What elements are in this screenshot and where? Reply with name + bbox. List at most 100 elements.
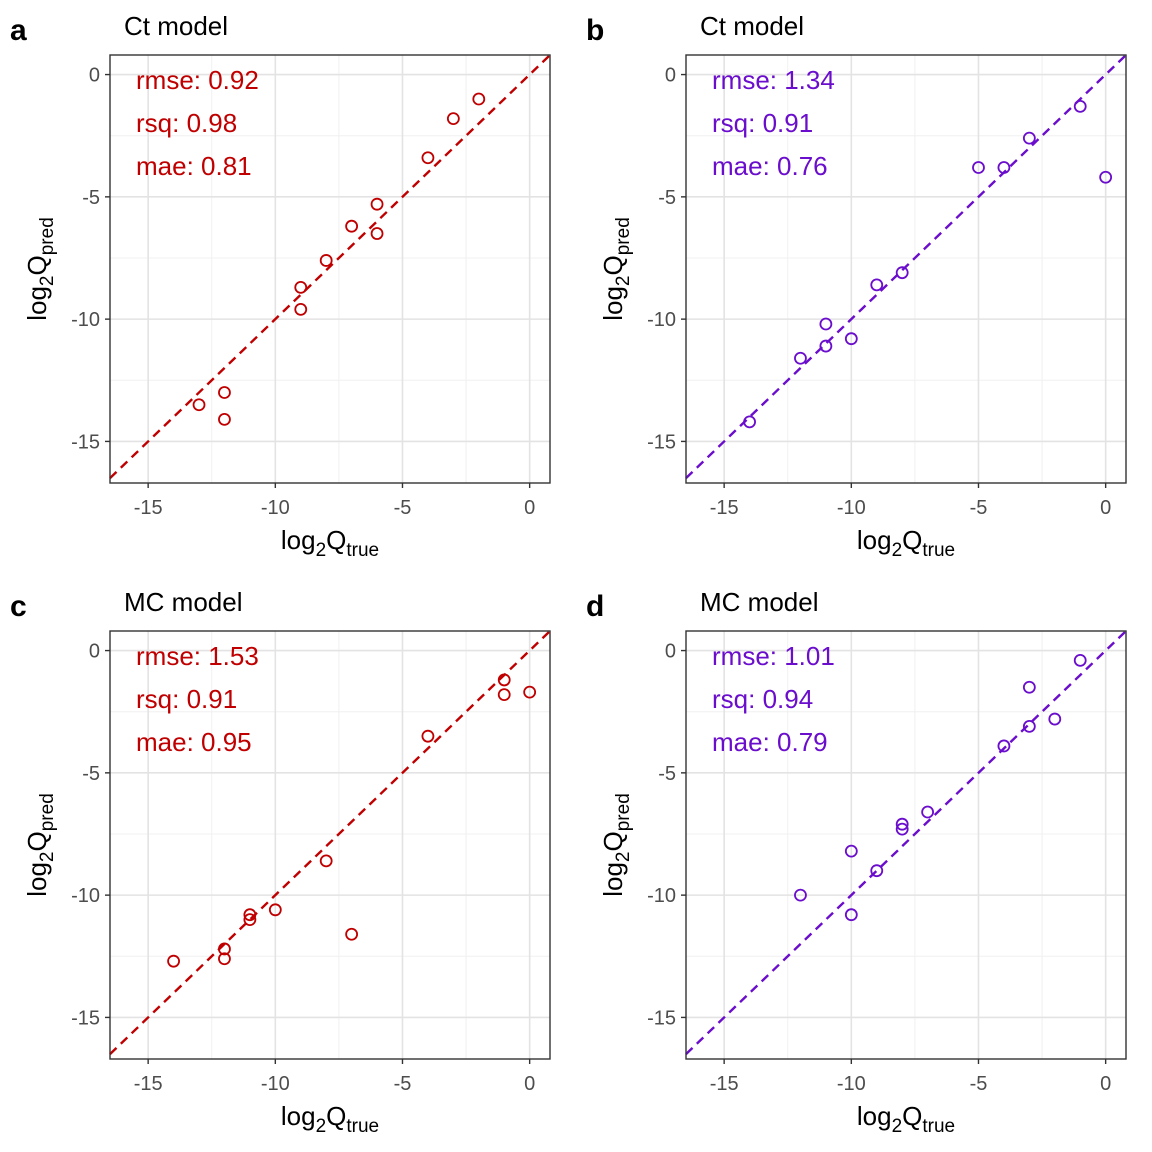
- panel-border: [109, 54, 551, 484]
- axis-title-subscript: 2: [316, 540, 327, 561]
- axis-title-subscript: pred: [613, 217, 634, 255]
- plot-background: [686, 631, 1126, 1059]
- data-point: [844, 332, 858, 346]
- axis-title-part: Q: [22, 831, 52, 851]
- data-point: [497, 688, 511, 701]
- panel-letter: c: [10, 590, 27, 623]
- x-tick-label: -15: [710, 1073, 739, 1095]
- data-point: [1099, 170, 1113, 184]
- data-point: [1048, 712, 1062, 726]
- y-tick-label: -15: [647, 431, 676, 453]
- stat-annotation: rsq: 0.91: [136, 684, 237, 714]
- panel-title: MC model: [700, 587, 818, 617]
- axis-title-subscript: true: [346, 1116, 379, 1137]
- x-tick-label: -15: [134, 497, 163, 519]
- data-point: [243, 913, 257, 926]
- y-axis-title: log2Qpred: [22, 217, 58, 321]
- axis-title-part: Q: [598, 255, 628, 275]
- y-tick-label: -10: [71, 309, 100, 331]
- data-point: [319, 254, 333, 267]
- reference-line: [685, 630, 1127, 1055]
- stat-annotation: rsq: 0.98: [136, 108, 237, 138]
- y-tick-label: -10: [647, 309, 676, 331]
- data-point: [192, 398, 206, 412]
- plot-background: [110, 631, 550, 1059]
- y-tick-label: -15: [71, 1007, 100, 1029]
- x-axis-title: log2Qtrue: [857, 525, 955, 561]
- x-axis-title: log2Qtrue: [281, 1101, 379, 1137]
- axis-title-subscript: true: [922, 1116, 955, 1137]
- x-tick-label: -10: [261, 497, 290, 519]
- axis-title-subscript: 2: [37, 275, 58, 286]
- y-tick-label: -5: [658, 187, 676, 209]
- data-point: [421, 151, 435, 165]
- axis-title-subscript: pred: [613, 793, 634, 831]
- reference-line: [685, 54, 1127, 479]
- axis-title-part: log: [598, 862, 628, 897]
- data-point: [1022, 719, 1036, 733]
- data-point: [345, 219, 359, 233]
- y-tick-label: 0: [89, 641, 100, 663]
- panel-border: [109, 630, 551, 1060]
- panel-title: Ct model: [700, 11, 804, 41]
- axis-title-part: Q: [326, 525, 346, 555]
- panel-b: -15 -10 -5 0 0 -5 -10 -15 rmse: 1.34 rsq: 0.91 mae…: [586, 11, 1127, 561]
- data-point: [446, 112, 460, 125]
- x-tick-label: -5: [970, 1073, 988, 1095]
- data-point: [844, 908, 858, 922]
- x-tick-label: -10: [837, 497, 866, 519]
- panel-c: -15 -10 -5 0 0 -5 -10 -15 rmse: 1.53 rsq: 0.91 mae…: [10, 587, 551, 1137]
- axis-title-part: log: [281, 525, 316, 555]
- data-point: [895, 266, 909, 280]
- data-point: [921, 805, 935, 819]
- panel-title: Ct model: [124, 11, 228, 41]
- data-point: [370, 227, 384, 240]
- y-tick-label: -15: [71, 431, 100, 453]
- x-tick-label: -10: [261, 1073, 290, 1095]
- data-point: [1073, 99, 1087, 113]
- stat-annotation: mae: 0.81: [136, 151, 252, 181]
- y-tick-label: -5: [658, 763, 676, 785]
- data-point: [1022, 131, 1036, 145]
- y-tick-label: -15: [647, 1007, 676, 1029]
- panel-letter: a: [10, 14, 27, 47]
- panel-border: [685, 54, 1127, 484]
- data-point: [523, 685, 537, 699]
- data-point: [218, 942, 231, 956]
- data-point: [167, 954, 180, 968]
- x-tick-label: 0: [524, 1073, 535, 1095]
- axis-title-part: log: [598, 286, 628, 321]
- data-point: [218, 413, 231, 426]
- y-tick-label: 0: [89, 65, 100, 87]
- panel-a: -15 -10 -5 0 0 -5 -10 -15 rmse: 0.92 rsq: 0.98 mae…: [10, 11, 551, 561]
- x-tick-label: -10: [837, 1073, 866, 1095]
- y-tick-label: 0: [665, 65, 676, 87]
- axis-title-subscript: pred: [37, 793, 58, 831]
- data-point: [497, 673, 511, 687]
- y-axis-title: log2Qpred: [598, 217, 634, 321]
- reference-line: [109, 54, 551, 479]
- data-point: [870, 864, 884, 878]
- data-point: [870, 278, 884, 292]
- data-point: [472, 92, 486, 106]
- data-point: [294, 280, 308, 294]
- panel-d: -15 -10 -5 0 0 -5 -10 -15 rmse: 1.01 rsq: 0.94 mae…: [586, 587, 1127, 1137]
- stat-annotation: rmse: 1.01: [712, 641, 835, 671]
- x-tick-label: 0: [524, 497, 535, 519]
- x-tick-label: -5: [970, 497, 988, 519]
- panel-letter: b: [586, 14, 604, 47]
- data-point: [997, 161, 1011, 174]
- data-point: [819, 317, 833, 331]
- panel-letter: d: [586, 590, 604, 623]
- y-tick-label: -5: [82, 763, 100, 785]
- x-axis-title: log2Qtrue: [281, 525, 379, 561]
- axis-title-subscript: true: [346, 540, 379, 561]
- data-point: [794, 351, 807, 365]
- axis-title-subscript: 2: [316, 1116, 327, 1137]
- axis-title-part: log: [22, 862, 52, 897]
- plot-background: [110, 55, 550, 483]
- data-point: [895, 822, 909, 836]
- data-point: [243, 908, 257, 922]
- data-point: [268, 903, 282, 917]
